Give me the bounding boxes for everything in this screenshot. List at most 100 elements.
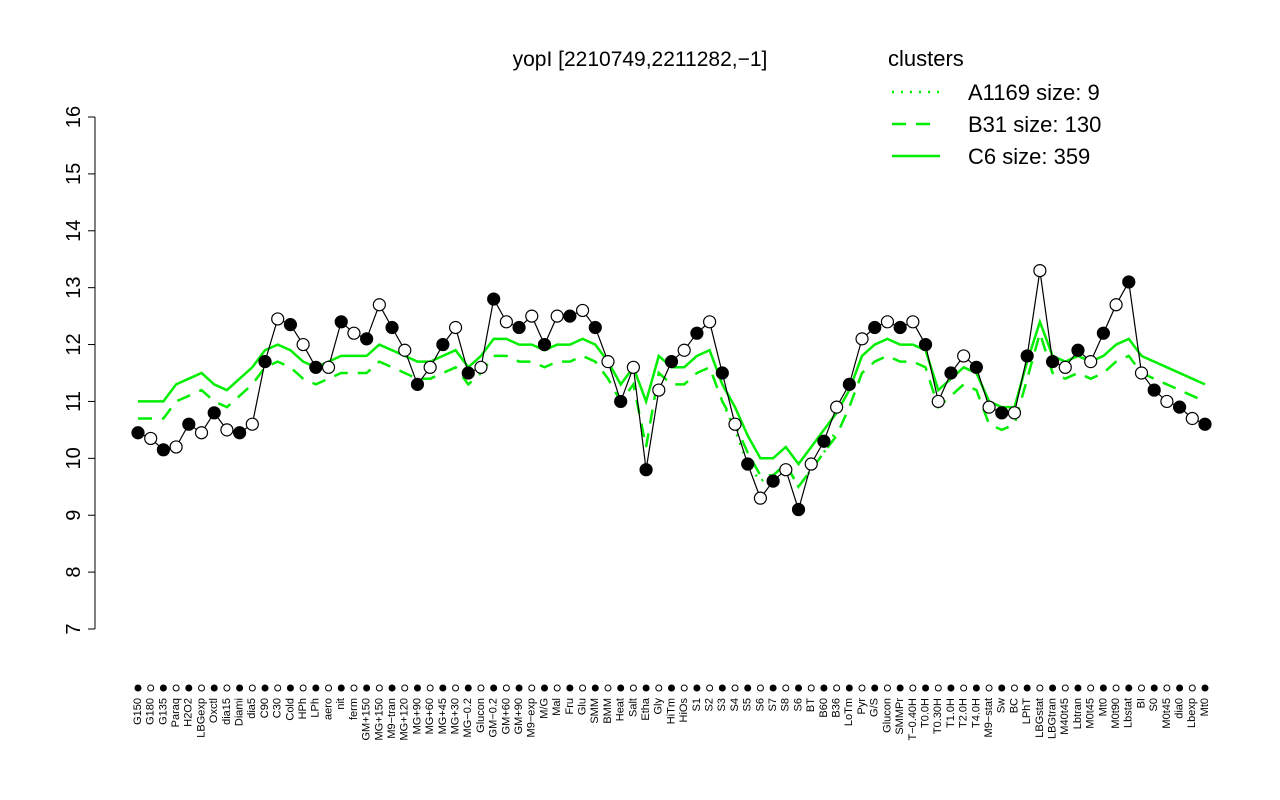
category-marker [261, 684, 269, 692]
point [995, 406, 1009, 420]
point [1185, 411, 1199, 426]
category-marker [1010, 684, 1018, 692]
x-tick-label: S4 [729, 698, 741, 711]
point [1198, 417, 1212, 431]
category-marker [375, 684, 383, 692]
point [1033, 264, 1047, 278]
point [791, 502, 806, 517]
x-tick-label: M/G [538, 698, 550, 719]
x-tick-label: G/S [869, 698, 881, 717]
x-tick-label: MG+120 [399, 698, 411, 741]
x-tick-label: Etha [640, 697, 652, 721]
x-tick-label: HiTm [665, 698, 677, 724]
point [664, 355, 679, 369]
point [550, 309, 564, 323]
y-tick-label: 12 [63, 333, 85, 355]
category-marker [845, 684, 853, 692]
x-tick-label: Paraq [170, 698, 182, 727]
category-marker [210, 684, 218, 692]
category-marker [566, 684, 574, 692]
x-tick-label: Mt0 [1199, 698, 1211, 716]
category-marker [439, 684, 447, 692]
category-marker [502, 684, 510, 692]
legend-label: C6 size: 359 [968, 144, 1090, 169]
x-tick-label: T2.0H [958, 698, 970, 728]
category-marker [642, 684, 650, 692]
x-tick-label: HiOs [678, 698, 690, 723]
point [207, 406, 221, 420]
category-marker [731, 684, 739, 692]
category-marker [883, 684, 891, 692]
x-tick-label: Lbexp [1186, 698, 1198, 728]
category-marker [934, 684, 942, 692]
category-marker [795, 684, 803, 692]
point [1122, 275, 1136, 289]
x-tick-label: T4.0H [970, 698, 982, 728]
point [487, 292, 501, 306]
point [969, 360, 983, 374]
point [944, 366, 958, 380]
point [512, 320, 526, 335]
x-tick-label: Glu [576, 698, 588, 715]
category-marker [337, 684, 345, 692]
y-tick-label: 14 [63, 220, 85, 242]
x-tick-label: T1.0H [945, 698, 957, 728]
point [156, 443, 171, 457]
x-tick-label: Mal [551, 698, 563, 716]
x-tick-label: MG+90 [411, 698, 423, 734]
point [766, 474, 780, 488]
point [309, 360, 323, 374]
category-marker [198, 684, 206, 692]
x-tick-label: S6 [792, 698, 804, 711]
point [448, 320, 463, 335]
y-tick-label: 11 [63, 391, 85, 412]
x-tick-label: BC [1008, 698, 1020, 713]
category-marker [972, 684, 980, 692]
x-tick-label: Cold [284, 698, 296, 721]
point [385, 320, 399, 335]
x-tick-label: GM+60 [500, 698, 512, 734]
x-tick-label: S8 [780, 698, 792, 711]
point [601, 355, 615, 369]
y-tick-label: 16 [63, 106, 85, 128]
category-marker [159, 684, 167, 692]
point [525, 309, 539, 323]
category-marker [858, 684, 866, 692]
x-tick-label: B36 [831, 698, 843, 718]
y-tick-label: 15 [63, 163, 85, 185]
x-tick-label: G135 [157, 698, 169, 725]
point [1045, 355, 1060, 369]
x-tick-label: M40t45 [1059, 698, 1071, 735]
point [842, 377, 856, 391]
x-tick-label: LBGexp [195, 698, 207, 738]
point [296, 337, 310, 352]
category-marker [871, 684, 879, 692]
point [233, 426, 247, 440]
x-tick-label: Glucon [475, 698, 487, 733]
category-marker [172, 684, 180, 692]
category-marker [1087, 684, 1095, 692]
point [1007, 406, 1022, 420]
x-tick-label: S1 [691, 698, 703, 711]
x-tick-label: Oxctl [208, 698, 220, 723]
x-tick-label: S7 [767, 698, 779, 711]
point [880, 315, 895, 329]
x-tick-label: M0t90 [1110, 698, 1122, 729]
category-marker [680, 684, 688, 692]
category-marker [134, 684, 142, 692]
point [144, 431, 158, 446]
point [626, 360, 640, 374]
category-marker [1163, 684, 1171, 692]
y-tick-label: 7 [63, 623, 85, 634]
x-tick-label: Mt0 [1097, 698, 1109, 716]
category-marker [1150, 684, 1158, 692]
x-tick-label: S2 [704, 698, 716, 711]
x-tick-label: ferm [348, 698, 360, 720]
point [461, 366, 475, 380]
x-tick-label: T0.30H [932, 698, 944, 734]
point [474, 360, 488, 374]
point [283, 318, 298, 332]
point [1109, 298, 1123, 312]
x-tick-label: LPh [310, 698, 322, 718]
